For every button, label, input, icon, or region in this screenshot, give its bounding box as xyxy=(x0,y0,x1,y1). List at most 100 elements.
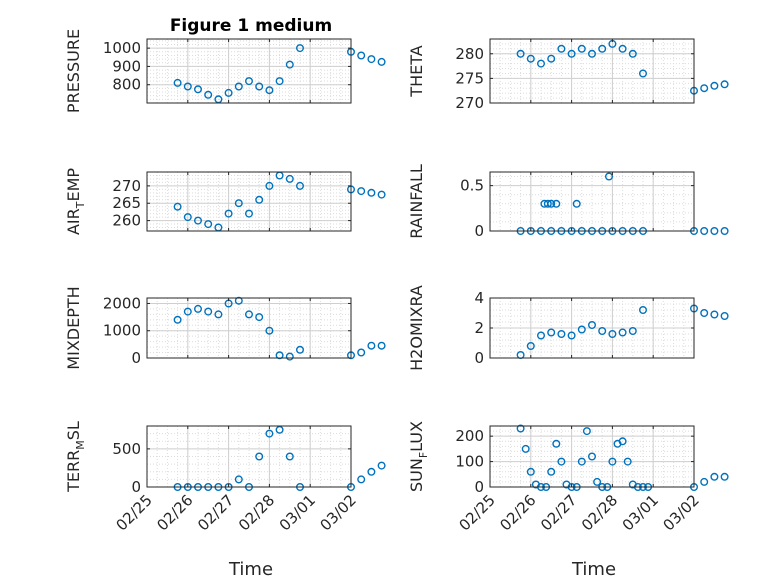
data-point xyxy=(577,325,586,334)
data-point xyxy=(557,330,566,339)
data-point xyxy=(720,312,729,321)
x-tick-label: 03/01 xyxy=(619,491,662,534)
data-point xyxy=(234,199,243,208)
data-point xyxy=(296,181,305,190)
x-tick-label: 02/28 xyxy=(235,491,278,534)
axes-box xyxy=(489,171,695,232)
data-point xyxy=(639,69,648,78)
x-tick-label: 02/25 xyxy=(113,491,156,534)
data-point xyxy=(173,202,182,211)
data-point xyxy=(357,51,366,60)
data-point xyxy=(547,199,556,208)
data-point xyxy=(367,467,376,476)
data-point xyxy=(377,190,386,199)
data-point xyxy=(285,352,294,361)
data-point xyxy=(193,85,202,94)
y-tick-label: 265 xyxy=(112,194,141,212)
data-point xyxy=(285,174,294,183)
y-tick-label: 0 xyxy=(131,349,141,367)
data-point xyxy=(265,429,274,438)
data-point xyxy=(588,49,597,58)
y-tick-label: 270 xyxy=(112,177,141,195)
y-tick-label: 100 xyxy=(455,453,484,471)
data-point xyxy=(183,82,192,91)
data-point xyxy=(582,427,591,436)
y-tick-label: 0 xyxy=(474,222,484,240)
y-tick-label: 280 xyxy=(455,45,484,63)
data-point xyxy=(537,331,546,340)
data-point xyxy=(296,44,305,53)
y-tick-label: 800 xyxy=(112,76,141,94)
data-point xyxy=(567,49,576,58)
data-point xyxy=(598,44,607,53)
data-point xyxy=(593,477,602,486)
data-point xyxy=(547,328,556,337)
subplot-7: 0 500 TERRMSL 02/2502/2602/2702/2803/0103/0… xyxy=(64,421,386,534)
data-point xyxy=(357,475,366,484)
y-tick-label: 0.5 xyxy=(460,177,484,195)
x-tick-label: 02/26 xyxy=(153,491,196,534)
data-point xyxy=(618,328,627,337)
data-point xyxy=(557,44,566,53)
data-point xyxy=(720,226,729,235)
x-axis-label-left: Time xyxy=(228,559,273,580)
data-point xyxy=(516,424,525,433)
data-point xyxy=(547,54,556,63)
data-point xyxy=(244,310,253,319)
data-point xyxy=(193,216,202,225)
data-point xyxy=(639,306,648,315)
data-point xyxy=(605,172,614,181)
data-point xyxy=(255,195,264,204)
data-point xyxy=(588,321,597,330)
data-point xyxy=(720,80,729,89)
data-point xyxy=(224,88,233,97)
axes-box xyxy=(146,297,352,359)
data-point xyxy=(526,342,535,351)
data-point xyxy=(234,475,243,484)
y-axis-label: SUNFLUX xyxy=(407,421,430,492)
data-point xyxy=(700,477,709,486)
data-point xyxy=(357,348,366,357)
x-axis-label-right: Time xyxy=(571,559,616,580)
data-point xyxy=(567,331,576,340)
data-point xyxy=(608,457,617,466)
data-point xyxy=(367,341,376,350)
data-point xyxy=(193,304,202,313)
y-axis-label: PRESSURE xyxy=(64,29,83,113)
data-point xyxy=(367,55,376,64)
data-point xyxy=(377,57,386,66)
x-tick-label: 02/26 xyxy=(496,491,539,534)
data-point xyxy=(255,452,264,461)
data-point xyxy=(244,77,253,86)
data-point xyxy=(265,326,274,335)
subplot-8: 0 100 200 SUNFLUX 02/2502/2602/2702/2803/010… xyxy=(407,421,729,534)
x-tick-label: 03/02 xyxy=(317,491,360,534)
data-point xyxy=(577,457,586,466)
data-point xyxy=(628,327,637,336)
data-point xyxy=(285,60,294,69)
x-tick-label: 02/28 xyxy=(578,491,621,534)
data-point xyxy=(547,467,556,476)
data-point xyxy=(710,226,719,235)
subplot-2: 270 275 280 THETA xyxy=(407,38,729,112)
y-tick-label: 2 xyxy=(474,319,484,337)
y-tick-label: 260 xyxy=(112,212,141,230)
data-point xyxy=(224,209,233,218)
data-point xyxy=(598,327,607,336)
data-point xyxy=(572,199,581,208)
data-point xyxy=(275,351,284,360)
data-point xyxy=(265,86,274,95)
data-point xyxy=(526,54,535,63)
y-tick-label: 1000 xyxy=(103,39,141,57)
data-point xyxy=(552,199,561,208)
data-point xyxy=(204,90,213,99)
data-point xyxy=(285,452,294,461)
data-point xyxy=(618,437,627,446)
subplot-5: 0 1000 2000 MIXDEPTH xyxy=(64,286,386,370)
y-axis-label: MIXDEPTH xyxy=(64,286,83,369)
data-point xyxy=(296,345,305,354)
y-tick-label: 500 xyxy=(112,440,141,458)
